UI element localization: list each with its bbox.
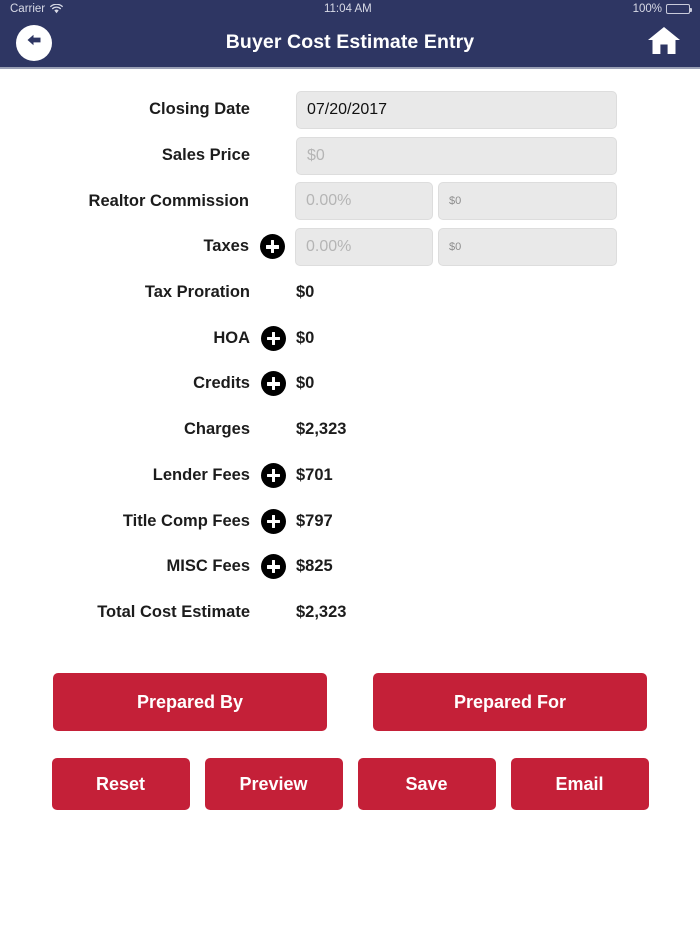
plus-slot-lender-fees <box>250 462 296 488</box>
value-charges: $2,323 <box>296 420 347 439</box>
status-bar-right: 100% <box>632 3 692 15</box>
value-slot-tax-proration: $0 <box>296 283 700 302</box>
status-bar-time: 11:04 AM <box>324 3 372 15</box>
plus-icon[interactable] <box>260 371 286 397</box>
value-misc-fees: $825 <box>296 557 333 576</box>
reset-button[interactable]: Reset <box>51 758 190 810</box>
plus-slot-misc-fees <box>250 554 296 580</box>
home-button[interactable] <box>646 26 682 60</box>
email-button[interactable]: Email <box>510 758 649 810</box>
page-title: Buyer Cost Estimate Entry <box>225 31 475 53</box>
plus-icon[interactable] <box>259 234 285 260</box>
navigation-bar: Buyer Cost Estimate Entry <box>0 18 700 69</box>
value-slot-misc-fees: $825 <box>296 557 700 576</box>
form-row-tax-proration: Tax Proration $0 <box>0 270 700 316</box>
realtor-commission-percent-input[interactable] <box>295 182 433 221</box>
prepared-for-button[interactable]: Prepared For <box>373 673 647 731</box>
carrier-label: Carrier <box>10 3 46 15</box>
form-row-closing-date: Closing Date <box>0 87 700 133</box>
plus-icon[interactable] <box>260 462 286 488</box>
cost-estimate-form: Closing Date Sales Price Realtor Commiss… <box>0 69 700 635</box>
value-credits: $0 <box>296 374 315 393</box>
sales-price-input[interactable] <box>296 136 617 175</box>
plus-slot-taxes <box>249 234 295 260</box>
primary-action-row: Prepared By Prepared For <box>0 673 700 731</box>
label-misc-fees: MISC Fees <box>166 557 250 576</box>
label-tax-proration: Tax Proration <box>144 283 250 302</box>
taxes-percent-input[interactable] <box>295 227 433 266</box>
form-row-charges: Charges $2,323 <box>0 407 700 453</box>
form-row-sales-price: Sales Price <box>0 133 700 179</box>
status-bar-left: Carrier <box>10 3 63 15</box>
form-row-total-cost-estimate: Total Cost Estimate $2,323 <box>0 590 700 636</box>
value-slot-hoa: $0 <box>296 329 700 348</box>
value-slot-title-comp-fees: $797 <box>296 512 700 531</box>
plus-icon[interactable] <box>260 508 286 534</box>
value-total-cost-estimate: $2,323 <box>296 602 347 621</box>
label-credits: Credits <box>193 374 250 393</box>
plus-slot-credits <box>250 371 296 397</box>
form-row-hoa: HOA $0 <box>0 315 700 361</box>
value-title-comp-fees: $797 <box>296 511 333 530</box>
form-row-title-comp-fees: Title Comp Fees $797 <box>0 498 700 544</box>
value-tax-proration: $0 <box>296 283 315 302</box>
form-row-credits: Credits $0 <box>0 361 700 407</box>
field-wrap-taxes <box>295 227 700 266</box>
label-realtor-commission: Realtor Commission <box>88 191 249 210</box>
field-wrap-closing-date <box>296 90 700 129</box>
label-sales-price: Sales Price <box>161 146 250 165</box>
taxes-amount-input[interactable] <box>438 227 617 266</box>
home-icon <box>647 24 681 61</box>
form-row-misc-fees: MISC Fees $825 <box>0 544 700 590</box>
value-hoa: $0 <box>296 328 315 347</box>
save-button[interactable]: Save <box>357 758 496 810</box>
status-bar: Carrier 11:04 AM 100% <box>0 0 700 18</box>
label-total-cost-estimate: Total Cost Estimate <box>97 602 250 621</box>
form-row-realtor-commission: Realtor Commission <box>0 178 700 224</box>
field-wrap-sales-price <box>296 136 700 175</box>
form-row-taxes: Taxes <box>0 224 700 270</box>
label-lender-fees: Lender Fees <box>152 465 250 484</box>
realtor-commission-amount-input[interactable] <box>438 182 617 221</box>
prepared-by-button[interactable]: Prepared By <box>53 673 327 731</box>
battery-icon <box>666 4 692 14</box>
label-charges: Charges <box>183 420 250 439</box>
time-label: 11:04 AM <box>323 3 372 15</box>
battery-percent-label: 100% <box>632 3 662 15</box>
wifi-icon <box>50 4 63 14</box>
back-button[interactable] <box>16 24 52 61</box>
label-closing-date: Closing Date <box>149 100 250 119</box>
plus-icon[interactable] <box>260 325 286 351</box>
label-title-comp-fees: Title Comp Fees <box>122 511 250 530</box>
closing-date-input[interactable] <box>296 90 617 129</box>
field-wrap-realtor-commission <box>295 182 700 221</box>
preview-button[interactable]: Preview <box>204 758 343 810</box>
value-slot-charges: $2,323 <box>296 420 700 439</box>
value-slot-credits: $0 <box>296 374 700 393</box>
label-hoa: HOA <box>213 328 250 347</box>
value-slot-total-cost-estimate: $2,323 <box>296 603 700 622</box>
form-row-lender-fees: Lender Fees $701 <box>0 453 700 499</box>
plus-slot-title-comp-fees <box>250 508 296 534</box>
back-arrow-icon <box>23 29 45 56</box>
value-lender-fees: $701 <box>296 465 333 484</box>
plus-icon[interactable] <box>260 554 286 580</box>
plus-slot-hoa <box>250 325 296 351</box>
secondary-action-row: Reset Preview Save Email <box>0 758 700 810</box>
label-taxes: Taxes <box>203 237 249 256</box>
value-slot-lender-fees: $701 <box>296 466 700 485</box>
